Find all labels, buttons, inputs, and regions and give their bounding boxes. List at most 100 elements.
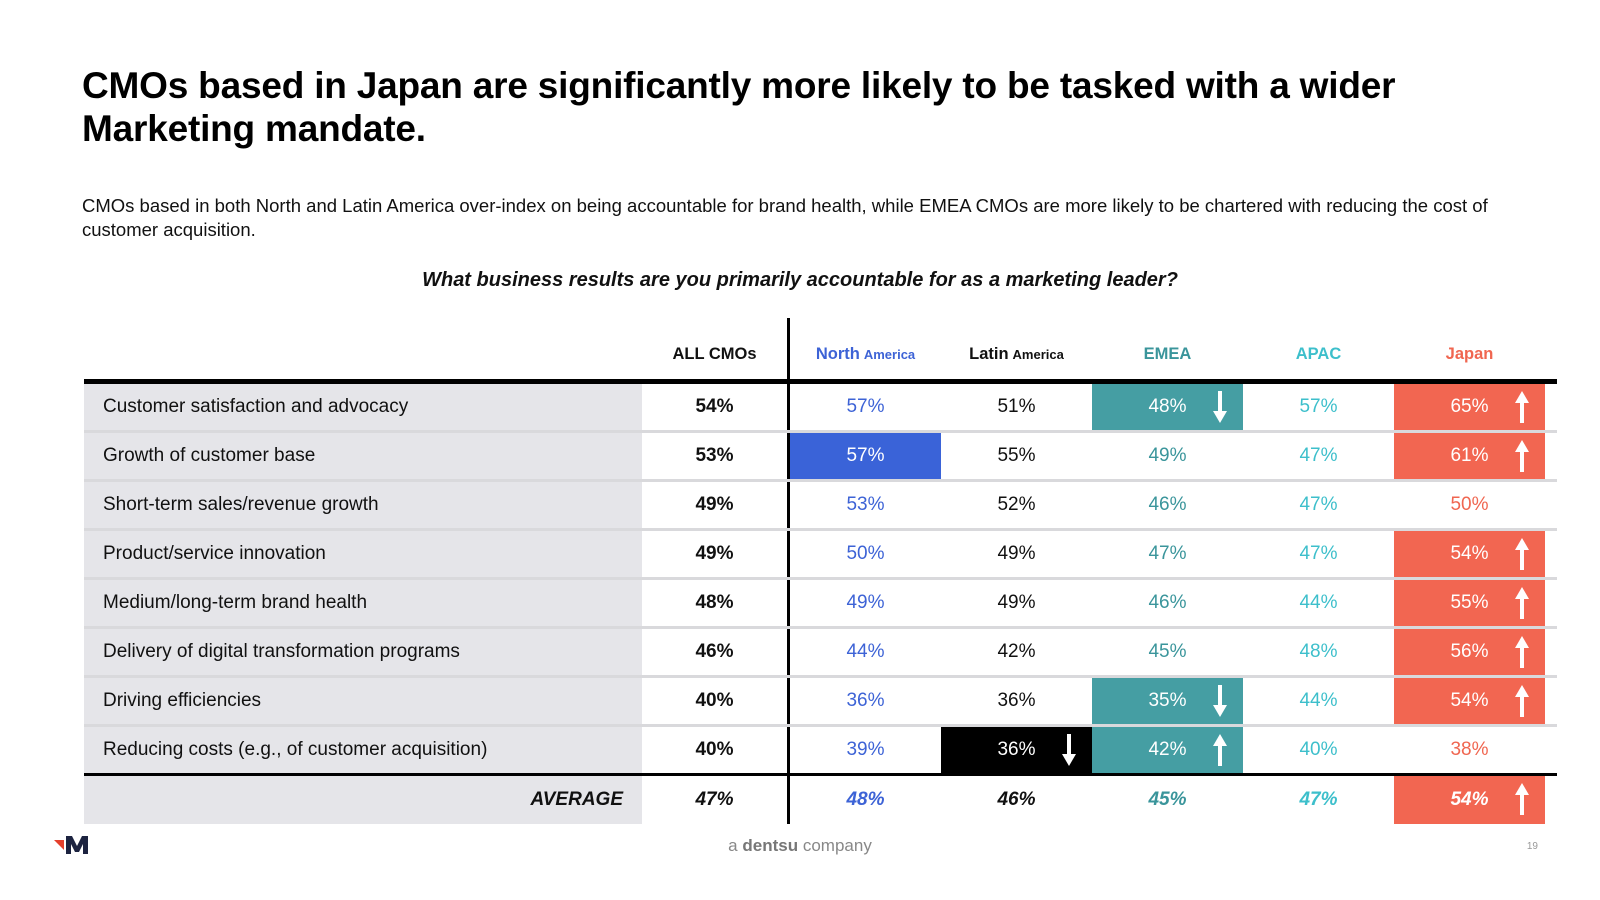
cell-emea-value: 48%: [1148, 396, 1187, 417]
arrow-down-icon: [1213, 391, 1227, 423]
cell-la: 36%: [941, 727, 1092, 773]
cell-la: 55%: [997, 445, 1036, 466]
table-row: Driving efficiencies 40% 36% 36% 35% 44%…: [84, 678, 1557, 727]
avg-jp: 54%: [1394, 776, 1545, 824]
cell-la-value: 36%: [997, 739, 1036, 760]
cell-all: 40%: [642, 727, 790, 773]
cell-emea: 35%: [1092, 678, 1243, 724]
page-number: 19: [1526, 841, 1538, 852]
col-header-na-label: North: [815, 345, 860, 363]
merkle-logo: [54, 836, 88, 854]
cell-na: 57%: [846, 396, 885, 417]
cell-emea-value: 42%: [1148, 739, 1187, 760]
cell-apac: 44%: [1299, 592, 1338, 613]
cell-na: 44%: [846, 641, 885, 662]
arrow-up-icon: [1515, 391, 1529, 423]
average-label: AVERAGE: [84, 776, 642, 824]
arrow-up-icon: [1515, 685, 1529, 717]
header-rule: [84, 379, 1557, 384]
col-header-jp-label: Japan: [1445, 345, 1494, 363]
table-row: Delivery of digital transformation progr…: [84, 629, 1557, 678]
average-rule: [84, 773, 1557, 776]
cell-emea: 48%: [1092, 384, 1243, 430]
arrow-up-icon: [1515, 783, 1529, 815]
cell-jp: 50%: [1450, 494, 1489, 515]
cell-jp: 65%: [1394, 384, 1545, 430]
cell-jp-value: 54%: [1450, 543, 1489, 564]
cell-all: 48%: [642, 580, 790, 626]
table-row: Medium/long-term brand health 48% 49% 49…: [84, 580, 1557, 629]
cell-all: 40%: [642, 678, 790, 724]
cell-apac: 47%: [1299, 445, 1338, 466]
row-label: Medium/long-term brand health: [84, 580, 642, 626]
row-label: Short-term sales/revenue growth: [84, 482, 642, 528]
cell-apac: 48%: [1299, 641, 1338, 662]
survey-question: What business results are you primarily …: [422, 269, 1178, 291]
cell-na: 50%: [846, 543, 885, 564]
cell-na: 36%: [846, 690, 885, 711]
footer-brand: a dentsu company: [0, 836, 1600, 856]
cell-jp-value: 65%: [1450, 396, 1489, 417]
row-label: Delivery of digital transformation progr…: [84, 629, 642, 675]
arrow-up-icon: [1515, 636, 1529, 668]
table-row: Customer satisfaction and advocacy 54% 5…: [84, 384, 1557, 433]
table-row: Product/service innovation 49% 50% 49% 4…: [84, 531, 1557, 580]
table-row: Reducing costs (e.g., of customer acquis…: [84, 727, 1557, 773]
cell-apac: 40%: [1299, 739, 1338, 760]
cell-jp: 55%: [1394, 580, 1545, 626]
col-header-emea-label: EMEA: [1143, 345, 1192, 363]
brand-prefix: a: [728, 836, 738, 855]
col-header-la-label: Latin: [969, 345, 1009, 363]
table-header: ALL CMOs North America Latin America EMEA …: [84, 318, 1557, 379]
cell-jp-value: 55%: [1450, 592, 1489, 613]
cell-jp: 54%: [1394, 531, 1545, 577]
cell-la: 49%: [997, 592, 1036, 613]
cell-emea: 47%: [1148, 543, 1187, 564]
col-header-north-america: North America: [790, 318, 941, 379]
cell-apac: 57%: [1299, 396, 1338, 417]
avg-emea: 45%: [1148, 789, 1187, 810]
cell-jp: 38%: [1450, 739, 1489, 760]
cell-jp-value: 54%: [1450, 690, 1489, 711]
cell-all: 46%: [642, 629, 790, 675]
cell-all: 49%: [642, 482, 790, 528]
arrow-down-icon: [1062, 734, 1076, 766]
cell-emea: 45%: [1148, 641, 1187, 662]
row-label: Driving efficiencies: [84, 678, 642, 724]
col-header-na-sub: America: [863, 347, 916, 362]
page-title: CMOs based in Japan are significantly mo…: [82, 65, 1396, 149]
cell-emea: 42%: [1092, 727, 1243, 773]
cell-apac: 47%: [1299, 494, 1338, 515]
arrow-down-icon: [1213, 685, 1227, 717]
col-header-la-sub: America: [1012, 347, 1064, 362]
cell-la: 52%: [997, 494, 1036, 515]
table-body: Customer satisfaction and advocacy 54% 5…: [84, 384, 1557, 773]
cell-na: 57%: [790, 433, 941, 479]
col-header-all: ALL CMOs: [642, 318, 790, 379]
results-table: ALL CMOs North America Latin America EMEA …: [84, 318, 1557, 824]
cell-apac: 47%: [1299, 543, 1338, 564]
cell-jp: 61%: [1394, 433, 1545, 479]
arrow-up-icon: [1515, 587, 1529, 619]
brand-suffix: company: [802, 836, 872, 855]
brand-name: dentsu: [742, 836, 799, 855]
col-header-emea: EMEA: [1092, 318, 1243, 379]
col-header-apac: APAC: [1243, 318, 1394, 379]
cell-jp: 56%: [1394, 629, 1545, 675]
cell-la: 42%: [997, 641, 1036, 662]
row-label: Reducing costs (e.g., of customer acquis…: [84, 727, 642, 773]
cell-emea-value: 35%: [1148, 690, 1187, 711]
col-header-japan: Japan: [1394, 318, 1545, 379]
cell-na: 39%: [846, 739, 885, 760]
arrow-up-icon: [1213, 734, 1227, 766]
cell-emea: 46%: [1148, 592, 1187, 613]
average-row: AVERAGE 47% 48% 46% 45% 47% 54%: [84, 776, 1557, 824]
avg-all: 47%: [642, 776, 790, 824]
cell-na: 53%: [846, 494, 885, 515]
avg-la: 46%: [997, 789, 1036, 810]
cell-na: 49%: [846, 592, 885, 613]
cell-all: 49%: [642, 531, 790, 577]
cell-jp: 54%: [1394, 678, 1545, 724]
cell-la: 49%: [997, 543, 1036, 564]
table-row: Growth of customer base 53% 57% 55% 49% …: [84, 433, 1557, 482]
